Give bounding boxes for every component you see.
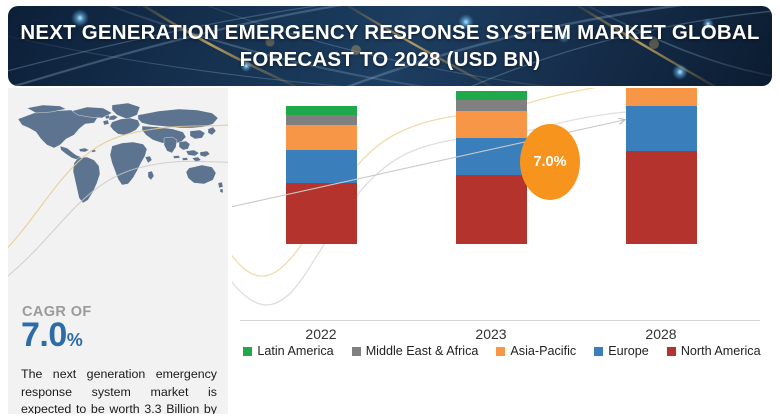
legend-item-asia-pacific[interactable]: Asia-Pacific: [496, 344, 576, 358]
cagr-label: CAGR OF: [22, 304, 92, 320]
legend-label-north-america: North America: [680, 344, 761, 358]
title-line-2: FORECAST TO 2028 (USD BN): [239, 48, 541, 71]
world-map-svg: [17, 102, 224, 204]
header-banner: NEXT GENERATION EMERGENCY RESPONSE SYSTE…: [8, 6, 772, 86]
bar-segment-north-america-2023[interactable]: [456, 175, 527, 244]
page-title: NEXT GENERATION EMERGENCY RESPONSE SYSTE…: [8, 6, 772, 86]
x-axis-label-2022: 2022: [305, 326, 337, 342]
plot-area: 2.2 2022 2.4: [232, 88, 772, 342]
sidebar-description: The next generation emergency response s…: [21, 367, 217, 414]
bar-segment-north-america-2022[interactable]: [286, 183, 357, 244]
legend-item-middle-east-africa[interactable]: Middle East & Africa: [351, 344, 479, 358]
x-axis-label-2023: 2023: [475, 326, 507, 342]
header-decoration: [8, 6, 772, 86]
bar-segment-latin-america-2022[interactable]: [286, 106, 357, 115]
bar-segment-middle-east-africa-2023[interactable]: [456, 100, 527, 111]
legend-label-latin-america: Latin America: [257, 344, 334, 358]
cagr-percent-sign: %: [66, 330, 83, 350]
bar-segment-north-america-2028[interactable]: [626, 151, 697, 244]
legend-item-north-america[interactable]: North America: [666, 344, 761, 358]
cagr-value: 7.0%: [21, 318, 83, 352]
legend-swatch-icon-middle-east-africa: [351, 346, 361, 356]
bar-stack-2022[interactable]: [286, 106, 357, 244]
bar-stack-2028[interactable]: [626, 88, 697, 244]
chart-panel: 2.2 2022 2.4: [232, 88, 772, 414]
world-map-icon: [14, 102, 224, 206]
bar-segment-middle-east-africa-2022[interactable]: [286, 115, 357, 125]
legend-label-asia-pacific: Asia-Pacific: [510, 344, 577, 358]
legend-item-europe[interactable]: Europe: [594, 344, 649, 358]
bar-segment-europe-2023[interactable]: [456, 138, 527, 175]
legend-swatch-icon-latin-america: [243, 346, 253, 356]
chart-legend: Latin America Middle East & Africa Asia-…: [232, 344, 772, 358]
bar-segment-asia-pacific-2022[interactable]: [286, 125, 357, 150]
x-axis-label-2028: 2028: [645, 326, 677, 342]
sidebar-panel: CAGR OF 7.0% The next generation emergen…: [8, 88, 228, 414]
legend-swatch-icon-north-america: [666, 346, 676, 356]
bar-segment-europe-2022[interactable]: [286, 150, 357, 183]
cagr-callout-badge: 7.0%: [520, 124, 580, 200]
bar-segment-asia-pacific-2023[interactable]: [456, 111, 527, 138]
bar-segment-latin-america-2023[interactable]: [456, 91, 527, 100]
bar-stack-2023[interactable]: [456, 91, 527, 244]
legend-label-middle-east-africa: Middle East & Africa: [365, 344, 479, 358]
legend-swatch-icon-asia-pacific: [496, 346, 506, 356]
bar-segment-europe-2028[interactable]: [626, 106, 697, 151]
cagr-number: 7.0: [21, 316, 67, 354]
cagr-callout-label: 7.0%: [533, 154, 567, 170]
legend-label-europe: Europe: [608, 344, 649, 358]
bar-segment-asia-pacific-2028[interactable]: [626, 88, 697, 106]
x-axis-line: [240, 320, 760, 321]
legend-swatch-icon-europe: [594, 346, 604, 356]
title-line-1: NEXT GENERATION EMERGENCY RESPONSE SYSTE…: [20, 20, 760, 44]
legend-item-latin-america[interactable]: Latin America: [243, 344, 334, 358]
